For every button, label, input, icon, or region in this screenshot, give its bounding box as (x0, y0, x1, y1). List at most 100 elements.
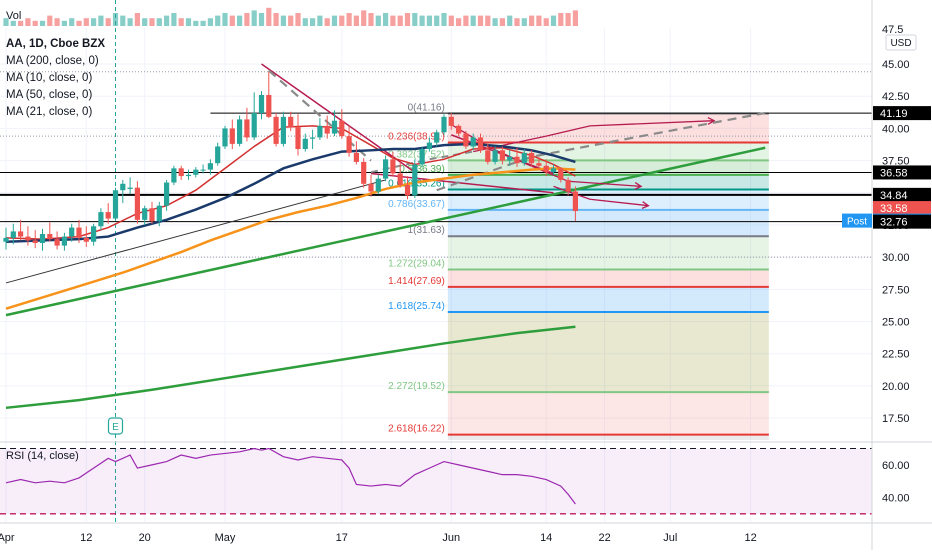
candle (441, 114, 447, 135)
arrow-head (641, 201, 650, 209)
volume-bar (193, 20, 199, 26)
volume-bar (91, 18, 97, 26)
volume-label: Vol (6, 10, 21, 22)
ma-line (5, 125, 576, 240)
candle-body (295, 127, 301, 150)
indicator-legend: AA, 1D, Cboe BZX MA (200, close, 0) MA (… (6, 36, 105, 121)
candle (361, 158, 367, 188)
candle (295, 114, 301, 156)
volume-bar (120, 15, 126, 26)
candle (244, 107, 250, 142)
volume-bar (171, 13, 177, 26)
candle (397, 161, 403, 188)
volume-bar (419, 15, 425, 26)
candle (10, 223, 16, 245)
price-axis-tick: 37.50 (882, 156, 910, 168)
volume-bar (25, 18, 31, 26)
volume-bar (134, 13, 140, 26)
candle-body (164, 182, 170, 206)
candle (514, 147, 520, 168)
candle-body (331, 120, 338, 134)
price-label-text: 32.76 (880, 217, 908, 229)
volume-bar (368, 13, 374, 26)
candle (54, 231, 60, 250)
volume-bar (514, 18, 520, 26)
volume-bar (456, 18, 462, 26)
candle (98, 208, 104, 231)
fib-level-label: 0(41.16) (408, 102, 445, 113)
volume-bar (207, 18, 213, 26)
candle (280, 111, 286, 147)
candle (419, 146, 425, 168)
volume-bar (441, 13, 447, 26)
candle (47, 222, 53, 242)
legend-ma-10[interactable]: MA (10, close, 0) (6, 72, 93, 84)
currency-badge: USD (885, 34, 917, 51)
price-label: 33.58 (873, 201, 931, 216)
candle (353, 141, 359, 165)
candle (142, 205, 148, 225)
candle (134, 181, 140, 224)
price-axis-tick: 40.00 (882, 123, 910, 135)
volume-bar (331, 15, 338, 26)
candle-body (76, 227, 82, 238)
volume-bar (185, 18, 192, 26)
candle (156, 201, 162, 227)
price-axis-tick: 42.50 (882, 91, 910, 103)
candle (477, 133, 484, 153)
earnings-box (107, 417, 124, 435)
volume-bar (448, 15, 454, 26)
candle-body (390, 159, 396, 174)
candle (193, 167, 199, 178)
candle (543, 159, 549, 177)
candle (572, 186, 578, 222)
candle (178, 165, 184, 180)
price-axis-tick: 20.00 (882, 381, 910, 393)
legend-ma-50[interactable]: MA (50, close, 0) (6, 89, 93, 101)
fib-zone (447, 142, 769, 161)
volume-bar (295, 13, 301, 26)
fib-level-label: 0.5(36.39) (399, 164, 445, 175)
price-label-bg (873, 187, 931, 202)
candle (558, 167, 564, 183)
candle-body (200, 169, 206, 171)
candle (3, 227, 9, 250)
candle (83, 226, 89, 247)
legend-ma-21[interactable]: MA (21, close, 0) (6, 106, 93, 118)
candle-body (404, 185, 411, 196)
candle (550, 164, 557, 175)
candle (310, 129, 316, 150)
volume-bar (361, 10, 367, 26)
volume-bar (477, 15, 484, 26)
legend-ma-200[interactable]: MA (200, close, 0) (6, 55, 99, 67)
candle-body (426, 142, 432, 150)
volume-bar (244, 13, 250, 26)
candle-body (302, 138, 308, 150)
candle-body (258, 94, 265, 113)
candle (149, 201, 155, 224)
candle-body (98, 212, 104, 227)
candle-body (18, 231, 24, 237)
candle-body (61, 236, 67, 246)
symbol-line[interactable]: AA, 1D, Cboe BZX (6, 38, 106, 50)
candle-body (565, 179, 571, 192)
candle (91, 223, 97, 246)
time-axis-tick: May (215, 532, 236, 544)
rsi-band (0, 448, 872, 514)
volume-bar (229, 15, 235, 26)
price-label-text: 34.84 (880, 190, 908, 202)
fib-zone (447, 269, 769, 287)
candle-body (10, 231, 16, 238)
candle-body (207, 163, 213, 170)
candle-body (3, 237, 9, 242)
candle (127, 177, 133, 195)
candle-body (83, 237, 89, 242)
candle-body (127, 187, 133, 189)
candle (288, 111, 294, 131)
volume-bar (18, 20, 24, 26)
volume-bar (317, 15, 323, 26)
volume-bar (127, 18, 133, 26)
price-label-bg (873, 201, 931, 216)
volume-bar (156, 18, 162, 26)
